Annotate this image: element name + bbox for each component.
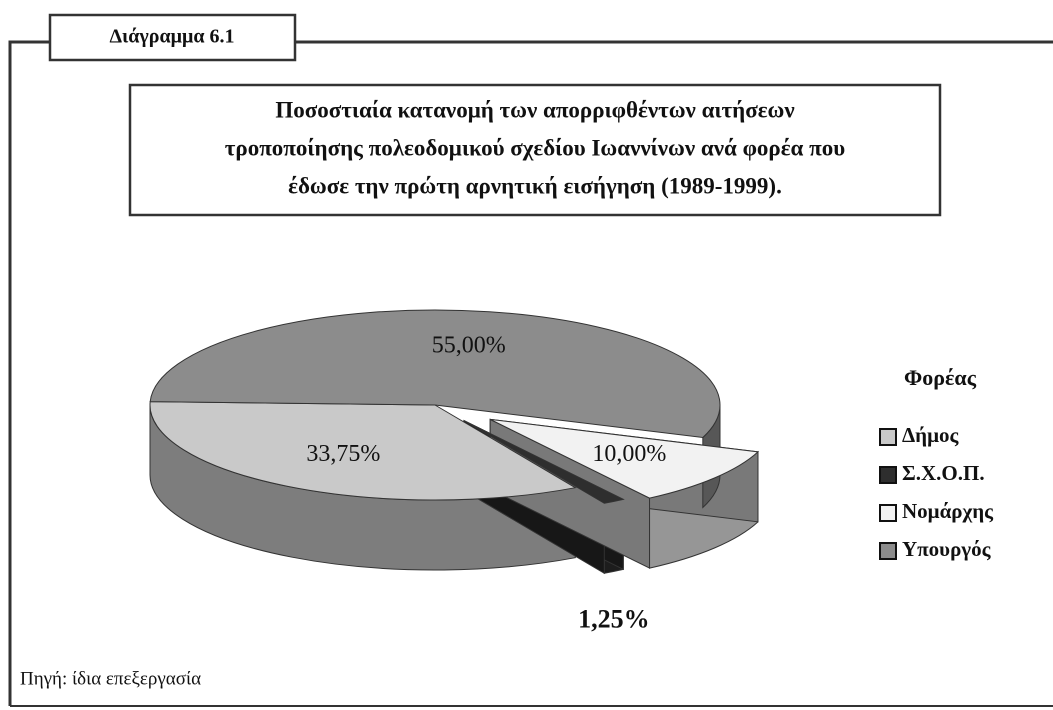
legend-swatch: [879, 542, 897, 560]
legend-swatch: [879, 428, 897, 446]
chart-title: έδωσε την πρώτη αρνητική εισήγηση (1989-…: [288, 173, 782, 198]
data-label: 55,00%: [432, 333, 506, 359]
legend-title: Φορέας: [904, 365, 977, 390]
title-box: [128, 83, 942, 217]
figure-label: Διάγραμμα 6.1: [110, 26, 235, 48]
legend-label: Δήμος: [902, 423, 959, 447]
legend-label: Νομάρχης: [902, 499, 994, 523]
legend-label: Σ.Χ.Ο.Π.: [902, 461, 985, 485]
data-label: 1,25%: [578, 604, 650, 633]
legend-swatch: [879, 466, 897, 484]
chart-title: Ποσοστιαία κατανομή των απορριφθέντων αι…: [275, 97, 794, 122]
data-label: 10,00%: [592, 441, 666, 467]
source-note: Πηγή: ίδια επεξεργασία: [20, 668, 201, 689]
frame: [8, 40, 50, 706]
pie-slice: [149, 401, 577, 501]
data-label: 33,75%: [306, 441, 380, 467]
label-box: [48, 13, 297, 62]
pie-slice: [149, 309, 721, 439]
pie-slice: [463, 420, 625, 504]
legend-swatch: [879, 504, 897, 522]
pie-slice: [489, 418, 760, 499]
legend-label: Υπουργός: [902, 537, 992, 561]
chart-title: τροποποίησης πολεοδομικού σχεδίου Ιωαννί…: [225, 135, 845, 160]
